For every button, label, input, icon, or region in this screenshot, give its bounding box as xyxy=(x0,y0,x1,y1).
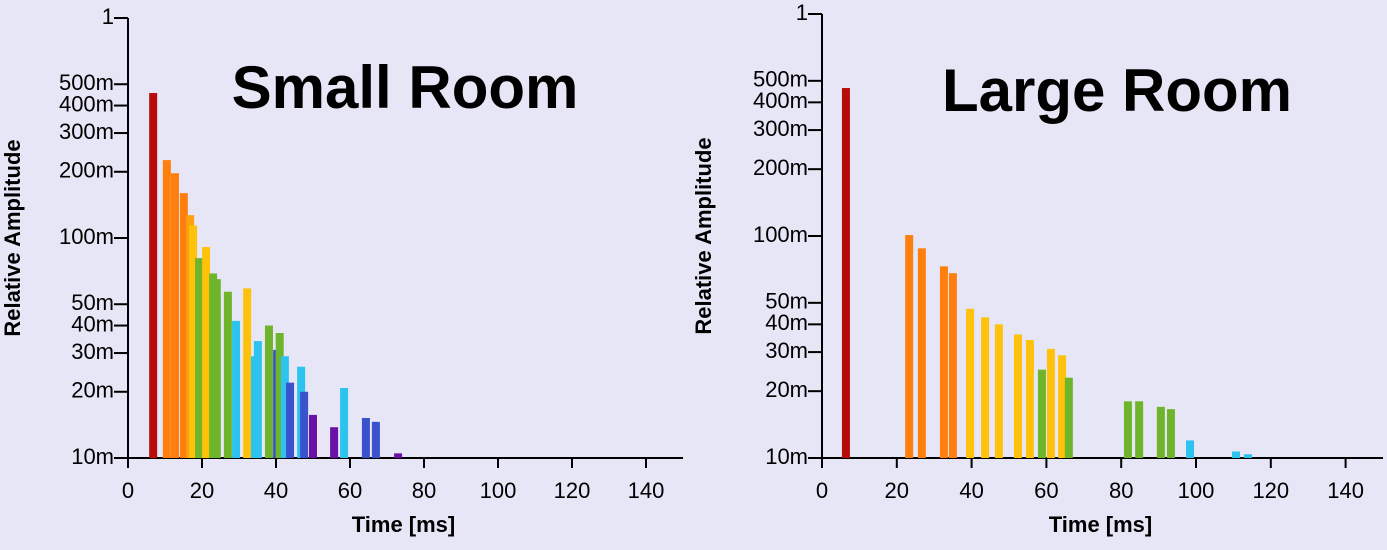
y-tick-label: 1 xyxy=(102,4,114,29)
bar xyxy=(223,291,232,458)
x-tick-label: 140 xyxy=(1327,478,1364,503)
bar xyxy=(905,235,914,458)
bar xyxy=(917,248,926,458)
y-tick-label: 30m xyxy=(71,339,114,364)
y-tick-label: 200m xyxy=(59,158,114,183)
bar xyxy=(1025,340,1034,458)
y-tick-label: 500m xyxy=(753,67,808,92)
x-axis-label: Time [ms] xyxy=(352,512,456,537)
bar xyxy=(994,324,1003,458)
y-tick-label: 50m xyxy=(765,289,808,314)
x-tick-label: 120 xyxy=(554,478,591,503)
bar xyxy=(939,266,948,458)
bar xyxy=(1037,369,1046,458)
bar xyxy=(1123,401,1132,458)
x-tick-label: 40 xyxy=(959,478,983,503)
bar xyxy=(966,308,975,458)
bar xyxy=(179,193,188,458)
bar xyxy=(202,247,211,458)
y-tick-label: 300m xyxy=(753,116,808,141)
y-tick-label: 20m xyxy=(71,378,114,403)
bar xyxy=(309,414,317,458)
bar xyxy=(300,391,309,458)
y-tick-label: 10m xyxy=(765,444,808,469)
bar xyxy=(1046,348,1055,458)
bar xyxy=(264,325,273,458)
y-tick-label: 20m xyxy=(765,377,808,402)
chart-title: Small Room xyxy=(232,54,579,121)
y-tick-label: 40m xyxy=(765,310,808,335)
x-tick-label: 20 xyxy=(885,478,909,503)
x-tick-label: 80 xyxy=(412,478,436,503)
y-tick-label: 100m xyxy=(753,222,808,247)
x-tick-label: 120 xyxy=(1252,478,1289,503)
x-tick-label: 80 xyxy=(1109,478,1133,503)
y-tick-label: 400m xyxy=(59,91,114,116)
bar xyxy=(330,427,339,458)
x-tick-label: 60 xyxy=(338,478,362,503)
bar xyxy=(170,173,179,458)
y-tick-label: 1 xyxy=(796,0,808,25)
y-tick-label: 500m xyxy=(59,70,114,95)
bar xyxy=(243,288,252,458)
bar xyxy=(189,225,198,458)
bar xyxy=(361,417,370,458)
bar xyxy=(394,453,403,458)
bar xyxy=(841,88,850,458)
y-axis-label: Relative Amplitude xyxy=(691,137,716,334)
y-tick-label: 100m xyxy=(59,224,114,249)
bar xyxy=(1186,440,1195,458)
x-tick-label: 20 xyxy=(190,478,214,503)
y-tick-label: 30m xyxy=(765,338,808,363)
bar xyxy=(371,421,380,458)
x-tick-label: 100 xyxy=(480,478,517,503)
bar xyxy=(1166,409,1175,458)
y-tick-label: 40m xyxy=(71,311,114,336)
y-axis-label: Relative Amplitude xyxy=(0,139,25,336)
bar xyxy=(1013,334,1022,458)
y-tick-label: 400m xyxy=(753,88,808,113)
x-tick-label: 100 xyxy=(1178,478,1215,503)
bar xyxy=(149,93,158,458)
bar xyxy=(1058,355,1067,458)
x-axis-label: Time [ms] xyxy=(1049,512,1153,537)
bar xyxy=(195,258,204,458)
bar xyxy=(948,273,957,458)
x-tick-label: 60 xyxy=(1034,478,1058,503)
bar xyxy=(1156,406,1165,458)
bar xyxy=(340,388,349,458)
bar xyxy=(162,160,171,459)
y-tick-label: 10m xyxy=(71,444,114,469)
y-tick-label: 300m xyxy=(59,119,114,144)
bar xyxy=(286,382,295,458)
y-tick-label: 50m xyxy=(71,290,114,315)
bar xyxy=(1064,377,1073,458)
chart-title: Large Room xyxy=(942,57,1292,124)
bar xyxy=(212,279,221,458)
bar xyxy=(232,320,241,458)
bar xyxy=(1232,451,1241,458)
x-tick-label: 140 xyxy=(628,478,665,503)
x-tick-label: 40 xyxy=(264,478,288,503)
bar xyxy=(253,341,262,458)
y-tick-label: 200m xyxy=(753,155,808,180)
bar xyxy=(981,317,990,458)
x-tick-label: 0 xyxy=(122,478,134,503)
x-tick-label: 0 xyxy=(816,478,828,503)
bar xyxy=(280,356,289,458)
bar xyxy=(1243,454,1252,458)
bar xyxy=(275,332,284,458)
bar xyxy=(1135,401,1144,458)
